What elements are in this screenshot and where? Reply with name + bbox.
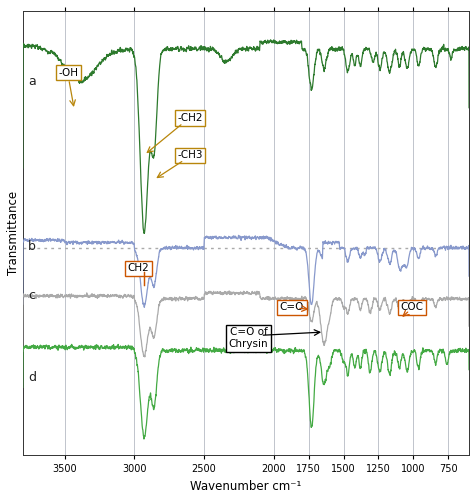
Text: COC: COC	[400, 302, 423, 312]
Y-axis label: Transmittance: Transmittance	[7, 191, 20, 276]
X-axis label: Wavenumber cm⁻¹: Wavenumber cm⁻¹	[190, 480, 302, 493]
Text: C=O: C=O	[280, 302, 304, 312]
Text: a: a	[28, 75, 36, 88]
Text: c: c	[28, 289, 35, 302]
Text: d: d	[28, 372, 36, 384]
Text: -OH: -OH	[59, 68, 79, 78]
Text: -CH3: -CH3	[178, 150, 203, 160]
Text: b: b	[28, 240, 36, 252]
Text: CH2: CH2	[128, 264, 149, 274]
Text: -CH2: -CH2	[178, 113, 203, 123]
Text: C=O of
Chrysin: C=O of Chrysin	[229, 328, 268, 349]
